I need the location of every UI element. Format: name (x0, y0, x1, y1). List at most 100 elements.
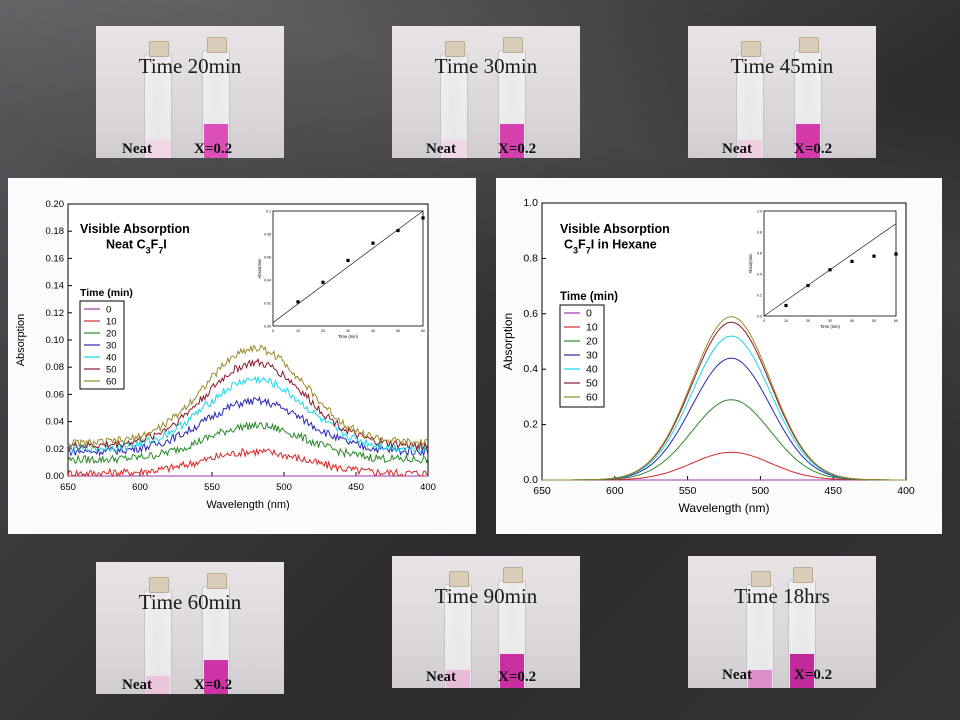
x-tick-label: 650 (533, 485, 551, 497)
x-label: X=0.2 (498, 141, 537, 157)
neat-liquid (146, 140, 170, 158)
inset-x-tick-label: 30 (828, 319, 832, 323)
y-tick-label: 0.0 (523, 474, 538, 486)
neat-liquid (446, 670, 470, 688)
neat-label: Neat (426, 669, 456, 685)
x-liquid (500, 653, 524, 688)
x-tick-label: 600 (132, 482, 148, 493)
x-label: X=0.2 (794, 141, 833, 157)
series-line-50 (67, 358, 429, 452)
legend-label: 30 (586, 350, 598, 362)
inset-point (321, 280, 325, 284)
inset-x-tick-label: 0 (763, 319, 765, 323)
x-label: X=0.2 (194, 141, 233, 157)
legend-label: 40 (586, 364, 598, 376)
photo-vials-1: Time 20min Neat X=0.2 (96, 26, 284, 158)
inset-frame (272, 210, 424, 327)
vial-cap (207, 37, 227, 53)
x-axis-label: Wavelength (nm) (206, 499, 289, 511)
series-line-60 (67, 344, 429, 449)
x-tick-label: 550 (679, 485, 697, 497)
x-tick-label: 500 (752, 485, 770, 497)
photo-vials-4: Time 60min Neat X=0.2 (96, 562, 284, 694)
y-axis-label: Absorption (501, 313, 515, 370)
legend-label: 40 (106, 353, 117, 364)
inset-y-tick-label: 0.02 (264, 302, 271, 306)
neat-label: Neat (722, 141, 752, 157)
neat-liquid (748, 670, 772, 688)
legend-title: Time (min) (80, 287, 133, 299)
vial-cap (503, 567, 523, 583)
inset-point (296, 300, 300, 304)
inset-point (894, 252, 898, 256)
y-tick-label: 0.4 (523, 363, 538, 375)
inset-y-tick-label: 0.2 (757, 294, 762, 298)
neat-liquid (442, 140, 466, 158)
inset-x-tick-label: 10 (784, 319, 788, 323)
inset-point (346, 258, 350, 263)
x-tick-label: 400 (420, 482, 436, 493)
inset-x-tick-label: 50 (872, 319, 876, 323)
legend-label: 60 (586, 392, 598, 404)
legend-label: 20 (586, 336, 598, 348)
y-tick-label: 0.16 (46, 253, 65, 264)
neat-vial (736, 41, 764, 158)
photo-title: Time 18hrs (734, 584, 830, 608)
legend-label: 10 (586, 322, 598, 334)
inset-x-tick-label: 10 (296, 329, 300, 333)
legend-label: 20 (106, 329, 117, 340)
inset-point (421, 216, 425, 220)
neat-label: Neat (122, 677, 152, 693)
x-liquid (204, 123, 228, 158)
y-tick-label: 0.06 (46, 389, 65, 400)
x-label: X=0.2 (498, 669, 537, 685)
inset-y-tick-label: 0.00 (264, 325, 271, 329)
y-tick-label: 0.2 (523, 419, 538, 431)
photo-vials-5: Time 90min Neat X=0.2 (392, 556, 580, 688)
y-tick-label: 0.14 (46, 281, 65, 292)
neat-vial (444, 571, 472, 688)
vial-cap (793, 567, 813, 583)
y-tick-label: 0.18 (46, 226, 65, 237)
x-vial (202, 573, 230, 694)
inset-y-tick-label: 0.1 (266, 210, 271, 214)
inset-x-tick-label: 40 (850, 319, 854, 323)
legend-label: 30 (106, 341, 117, 352)
y-tick-label: 0.00 (46, 471, 65, 482)
neat-liquid (146, 676, 170, 694)
inset-y-tick-label: 1.0 (757, 210, 762, 214)
x-tick-label: 450 (824, 485, 842, 497)
inset-x-tick-label: 20 (806, 319, 810, 323)
vial-cap (445, 41, 465, 57)
vial-cap (149, 41, 169, 57)
photo-vials-6: Time 18hrs Neat X=0.2 (688, 556, 876, 688)
inset-y-tick-label: 0.8 (757, 231, 762, 235)
x-liquid (204, 659, 228, 694)
inset-x-tick-label: 60 (894, 319, 898, 323)
y-tick-label: 0.04 (46, 417, 65, 428)
series-line-20 (67, 421, 429, 465)
chart-panel-hexane: 650 600 550 500 450 400 0.0 0.2 0.4 0.6 0.8 1.0 Wave… (496, 178, 942, 534)
vial-cap (207, 573, 227, 589)
photo-title: Time 60min (138, 590, 242, 614)
inset-y-axis-label: Absorption (257, 258, 262, 279)
x-vial (498, 37, 526, 158)
inset-frame (763, 210, 897, 317)
inset-y-tick-label: 0.06 (264, 256, 271, 260)
inset-x-tick-label: 60 (421, 329, 425, 333)
chart-hexane: 650 600 550 500 450 4000.00.20.40.60.81.0Wave… (501, 197, 915, 515)
legend-label: 0 (586, 308, 592, 320)
y-tick-label: 0.10 (46, 335, 65, 346)
x-liquid (790, 653, 814, 688)
inset-y-tick-label: 0.6 (757, 252, 762, 256)
legend-label: 0 (106, 305, 111, 316)
chart-title: Visible Absorption (80, 222, 190, 236)
inset-point (396, 228, 400, 233)
inset-point (806, 283, 810, 288)
series-line-10 (67, 447, 429, 478)
vial-cap (149, 577, 169, 593)
chart-panel-neat: 650 600 550 500 450 400 0.00 0.02 0.04 0.06 0.08 0.… (8, 178, 476, 534)
inset-y-tick-label: 0.08 (264, 233, 271, 237)
vial-cap (449, 571, 469, 587)
inset-point (784, 303, 788, 308)
